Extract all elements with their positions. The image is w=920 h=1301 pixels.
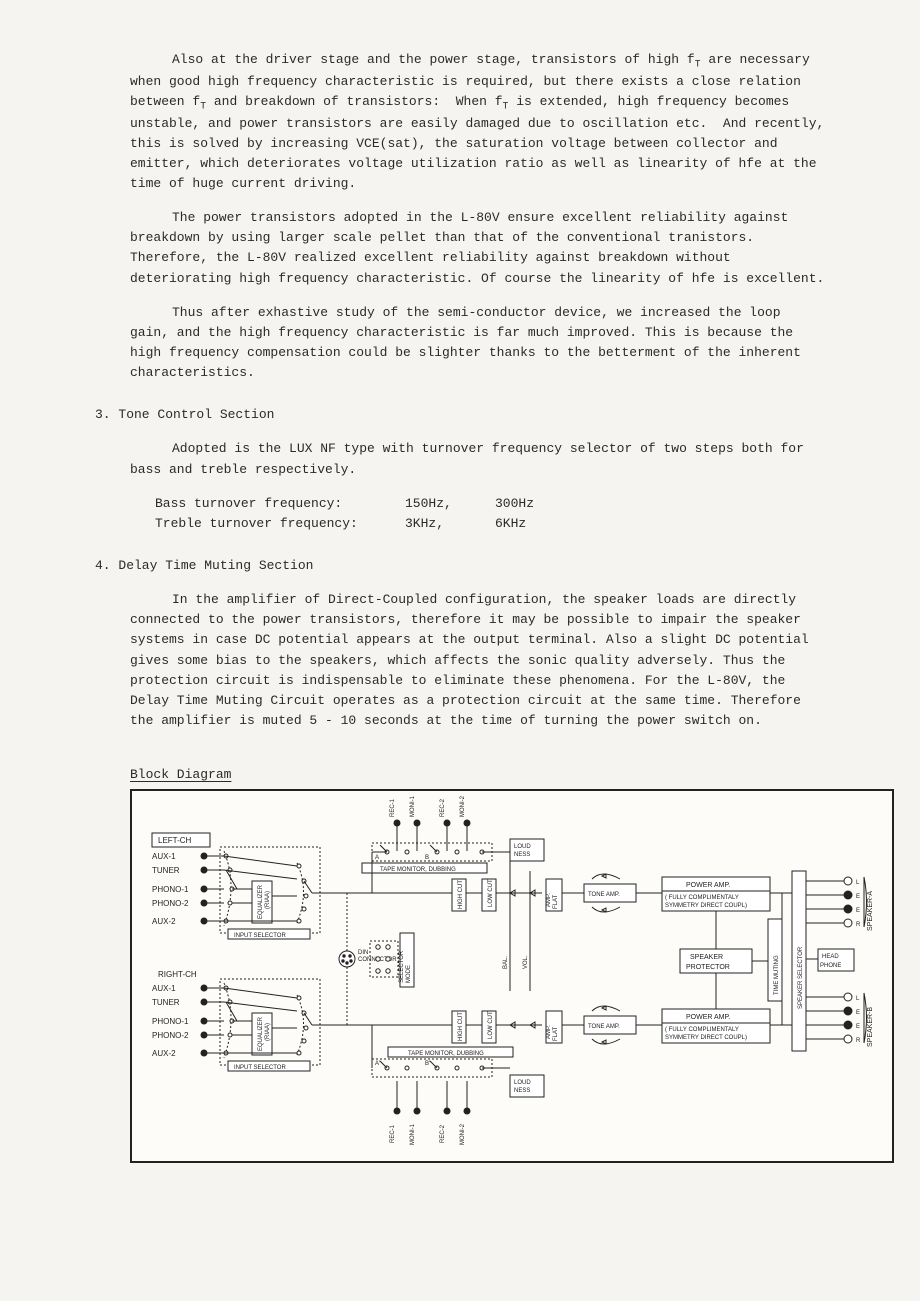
freq-value: 300Hz xyxy=(495,494,575,514)
paragraph-1: Also at the driver stage and the power s… xyxy=(95,50,825,194)
svg-text:MONI-2: MONI-2 xyxy=(460,796,466,818)
svg-text:BAL.: BAL. xyxy=(503,956,509,969)
paragraph-2: The power transistors adopted in the L-8… xyxy=(95,208,825,289)
svg-text:TONE AMP.: TONE AMP. xyxy=(588,1024,620,1030)
svg-text:DIN: DIN xyxy=(358,950,368,956)
svg-text:AMP.: AMP. xyxy=(546,1025,552,1039)
svg-text:PHONO-1: PHONO-1 xyxy=(152,885,189,894)
svg-text:REC-2: REC-2 xyxy=(440,799,446,818)
svg-text:MODE: MODE xyxy=(406,965,412,983)
paragraph-4: Adopted is the LUX NF type with turnover… xyxy=(95,439,825,479)
svg-text:HIGH CUT: HIGH CUT xyxy=(458,1012,464,1041)
svg-text:TAPE MONITOR, DUBBING: TAPE MONITOR, DUBBING xyxy=(408,1051,484,1057)
svg-text:PHONO-2: PHONO-2 xyxy=(152,1031,189,1040)
svg-text:E: E xyxy=(856,1010,860,1016)
svg-text:E: E xyxy=(856,894,860,900)
svg-text:LEFT-CH: LEFT-CH xyxy=(158,836,192,845)
block-diagram-title: Block Diagram xyxy=(130,765,825,785)
svg-text:SYMMETRY DIRECT COUPL): SYMMETRY DIRECT COUPL) xyxy=(665,1035,747,1041)
svg-text:E: E xyxy=(856,908,860,914)
svg-text:SPEAKER: SPEAKER xyxy=(690,954,723,961)
freq-value: 6KHz xyxy=(495,514,575,534)
svg-text:NESS: NESS xyxy=(514,852,530,858)
svg-text:MONI-2: MONI-2 xyxy=(460,1124,466,1146)
svg-text:PHONO-2: PHONO-2 xyxy=(152,899,189,908)
svg-text:B': B' xyxy=(425,1061,430,1067)
svg-text:AMP.: AMP. xyxy=(546,893,552,907)
svg-text:TIME MUTING: TIME MUTING xyxy=(774,955,780,995)
svg-text:AUX-1: AUX-1 xyxy=(152,984,176,993)
svg-text:REC-1: REC-1 xyxy=(390,1125,396,1144)
block-diagram: LEFT-CH AUX-1 TUNER PHONO-1 PHONO-2 AUX-… xyxy=(130,789,894,1163)
svg-text:HEAD: HEAD xyxy=(822,954,839,960)
svg-text:AUX-1: AUX-1 xyxy=(152,852,176,861)
svg-text:EQUALIZER: EQUALIZER xyxy=(258,885,264,920)
svg-text:TUNER: TUNER xyxy=(152,866,180,875)
section-4-heading: 4. Delay Time Muting Section xyxy=(95,556,825,576)
svg-text:POWER AMP.: POWER AMP. xyxy=(686,1014,730,1021)
svg-text:REC-1: REC-1 xyxy=(390,799,396,818)
svg-text:A': A' xyxy=(375,1061,380,1067)
svg-text:LOUD: LOUD xyxy=(514,1080,531,1086)
frequency-table: Bass turnover frequency: 150Hz, 300Hz Tr… xyxy=(155,494,825,534)
svg-text:FLAT: FLAT xyxy=(553,1027,559,1042)
svg-text:SPEAKER SELECTOR: SPEAKER SELECTOR xyxy=(798,946,804,1009)
svg-text:INPUT SELECTOR: INPUT SELECTOR xyxy=(234,1065,286,1071)
svg-text:TUNER: TUNER xyxy=(152,998,180,1007)
svg-text:HIGH CUT: HIGH CUT xyxy=(458,880,464,909)
table-row: Treble turnover frequency: 3KHz, 6KHz xyxy=(155,514,825,534)
svg-text:TONE AMP.: TONE AMP. xyxy=(588,892,620,898)
svg-text:R: R xyxy=(856,922,861,928)
freq-value: 150Hz, xyxy=(405,494,495,514)
svg-text:PHONE: PHONE xyxy=(820,963,841,969)
svg-text:AUX-2: AUX-2 xyxy=(152,1049,176,1058)
svg-text:PHONO-1: PHONO-1 xyxy=(152,1017,189,1026)
freq-label-bass: Bass turnover frequency: xyxy=(155,494,405,514)
svg-text:SPEAKER-A: SPEAKER-A xyxy=(867,891,874,931)
svg-text:NESS: NESS xyxy=(514,1088,530,1094)
paragraph-5: In the amplifier of Direct-Coupled confi… xyxy=(95,590,825,731)
freq-value: 3KHz, xyxy=(405,514,495,534)
svg-text:MONI-1: MONI-1 xyxy=(410,796,416,818)
svg-text:SELECTOR: SELECTOR xyxy=(399,950,405,983)
section-3-heading: 3. Tone Control Section xyxy=(95,405,825,425)
freq-label-treble: Treble turnover frequency: xyxy=(155,514,405,534)
svg-text:PROTECTOR: PROTECTOR xyxy=(686,964,730,971)
svg-text:VOL.: VOL. xyxy=(523,955,529,969)
svg-text:LOW CUT: LOW CUT xyxy=(488,879,494,907)
paragraph-3: Thus after exhastive study of the semi-c… xyxy=(95,303,825,384)
svg-text:B: B xyxy=(425,855,429,861)
svg-text:TAPE MONITOR, DUBBING: TAPE MONITOR, DUBBING xyxy=(380,867,456,873)
svg-text:L: L xyxy=(856,996,860,1002)
svg-text:EQUALIZER: EQUALIZER xyxy=(258,1017,264,1052)
block-diagram-svg: LEFT-CH AUX-1 TUNER PHONO-1 PHONO-2 AUX-… xyxy=(132,791,892,1161)
svg-text:SYMMETRY DIRECT COUPL): SYMMETRY DIRECT COUPL) xyxy=(665,903,747,909)
svg-text:REC-2: REC-2 xyxy=(440,1125,446,1144)
svg-text:POWER AMP.: POWER AMP. xyxy=(686,882,730,889)
svg-text:SPEAKER-B: SPEAKER-B xyxy=(867,1007,874,1047)
svg-text:E: E xyxy=(856,1024,860,1030)
svg-text:(RIAA): (RIAA) xyxy=(265,1023,271,1041)
svg-text:(RIAA): (RIAA) xyxy=(265,891,271,909)
svg-text:( FULLY COMPLIMENTALY: ( FULLY COMPLIMENTALY xyxy=(665,1027,739,1033)
svg-text:LOW CUT: LOW CUT xyxy=(488,1011,494,1039)
svg-text:( FULLY COMPLIMENTALY: ( FULLY COMPLIMENTALY xyxy=(665,895,739,901)
svg-text:RIGHT-CH: RIGHT-CH xyxy=(158,970,197,979)
svg-text:FLAT: FLAT xyxy=(553,895,559,910)
svg-text:INPUT SELECTOR: INPUT SELECTOR xyxy=(234,933,286,939)
svg-text:L: L xyxy=(856,880,860,886)
svg-text:AUX-2: AUX-2 xyxy=(152,917,176,926)
table-row: Bass turnover frequency: 150Hz, 300Hz xyxy=(155,494,825,514)
svg-text:A: A xyxy=(375,855,379,861)
svg-text:R: R xyxy=(856,1038,861,1044)
svg-text:MONI-1: MONI-1 xyxy=(410,1124,416,1146)
svg-text:LOUD: LOUD xyxy=(514,844,531,850)
